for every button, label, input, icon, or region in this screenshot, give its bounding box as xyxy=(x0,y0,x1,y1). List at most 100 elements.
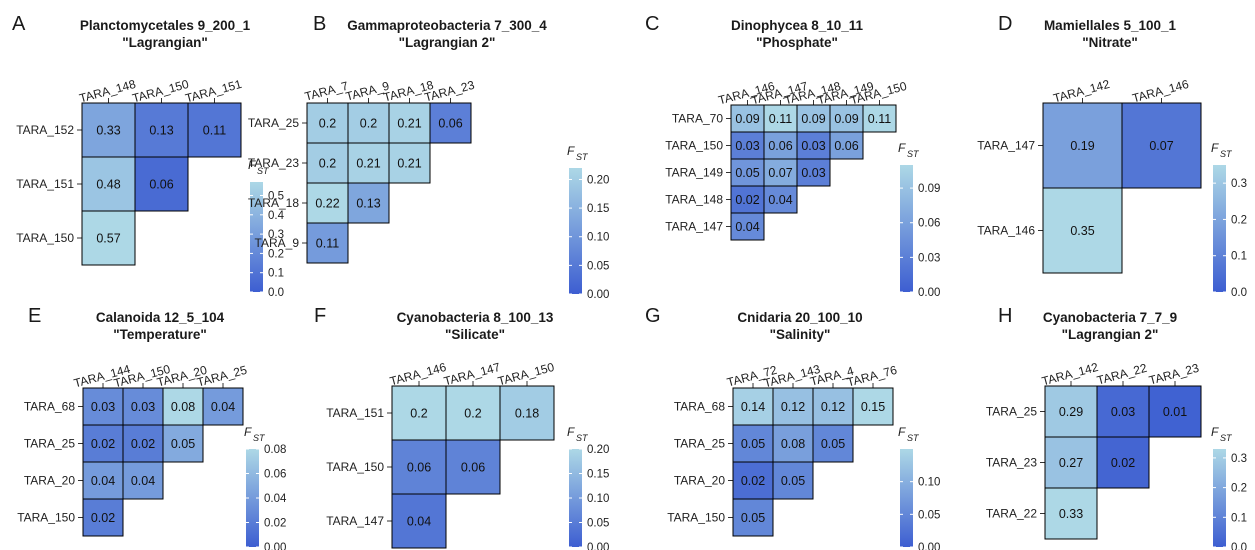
column-label: TARA_76 xyxy=(845,363,898,390)
row-label: TARA_148 xyxy=(665,193,723,207)
cell-value: 0.11 xyxy=(868,112,891,126)
cell-value: 0.05 xyxy=(781,474,805,488)
row-label: TARA_150 xyxy=(665,139,723,153)
cell-value: 0.09 xyxy=(834,112,858,126)
cell-value: 0.03 xyxy=(91,400,115,414)
heatmap-cell xyxy=(347,182,390,224)
legend-colorbar xyxy=(900,449,913,547)
row-label: TARA_150 xyxy=(667,511,725,525)
panel-title: Cyanobacteria 8_100_13 xyxy=(397,310,554,325)
legend-subscript: ST xyxy=(1220,433,1233,443)
row-label: TARA_23 xyxy=(986,456,1037,470)
panel-title: Calanoida 12_5_104 xyxy=(96,310,225,325)
cell-value: 0.2 xyxy=(410,407,427,421)
legend-label: 0.00 xyxy=(918,287,940,299)
row-label: TARA_152 xyxy=(16,123,74,137)
legend-label: 0.10 xyxy=(918,477,940,489)
heatmap-cell xyxy=(730,212,765,241)
cell-value: 0.15 xyxy=(861,400,885,414)
legend-label: 0.05 xyxy=(918,509,940,521)
cell-value: 0.2 xyxy=(319,117,336,131)
cell-value: 0.05 xyxy=(171,437,195,451)
legend-colorbar xyxy=(569,449,582,547)
heatmap-cell xyxy=(391,439,447,495)
column-label: TARA_147 xyxy=(442,360,502,389)
legend-label: 0.15 xyxy=(587,203,609,215)
cell-value: 0.03 xyxy=(801,166,825,180)
row-label: TARA_150 xyxy=(326,460,384,474)
cell-value: 0.04 xyxy=(211,400,235,414)
cell-value: 0.02 xyxy=(1111,456,1135,470)
cell-value: 0.05 xyxy=(735,166,759,180)
heatmap-cell xyxy=(862,104,897,133)
legend-label: 0.3 xyxy=(1231,453,1247,465)
cell-value: 0.11 xyxy=(769,112,792,126)
panel-subtitle: "Nitrate" xyxy=(1082,35,1138,50)
panel-title: Dinophycea 8_10_11 xyxy=(731,18,864,33)
legend-label: 0.06 xyxy=(264,469,286,481)
column-label: TARA_7 xyxy=(303,79,350,104)
legend-label: 0.20 xyxy=(587,174,609,186)
legend-colorbar xyxy=(1213,449,1226,547)
heatmap-cell xyxy=(763,185,798,214)
heatmap-cell xyxy=(162,387,204,426)
row-label: TARA_23 xyxy=(248,156,299,170)
legend-subscript: ST xyxy=(907,149,920,159)
heatmap-cell xyxy=(391,493,447,549)
legend-colorbar xyxy=(569,168,582,294)
cell-value: 0.05 xyxy=(821,437,845,451)
heatmap-cell xyxy=(1121,102,1202,189)
cell-value: 0.06 xyxy=(834,139,858,153)
legend-colorbar xyxy=(250,182,263,292)
heatmap-cell xyxy=(772,387,814,426)
legend-label: 0.20 xyxy=(587,444,609,456)
cell-value: 0.2 xyxy=(360,117,377,131)
cell-value: 0.03 xyxy=(1111,405,1135,419)
legend-subscript: ST xyxy=(1220,149,1233,159)
heatmap-cell xyxy=(187,102,242,158)
legend-subscript: ST xyxy=(576,152,589,162)
row-label: TARA_25 xyxy=(248,116,299,130)
cell-value: 0.04 xyxy=(735,220,759,234)
cell-value: 0.06 xyxy=(407,461,431,475)
heatmap-cell xyxy=(1096,436,1150,489)
cell-value: 0.2 xyxy=(319,157,336,171)
panel-title: Gammaproteobacteria 7_300_4 xyxy=(347,18,547,33)
cell-value: 0.02 xyxy=(741,474,765,488)
cell-value: 0.11 xyxy=(203,124,226,138)
cell-value: 0.21 xyxy=(397,157,421,171)
heatmap-cell xyxy=(82,461,124,500)
legend-subscript: ST xyxy=(253,433,266,443)
panel-letter: A xyxy=(12,13,26,35)
heatmap-cell xyxy=(763,158,798,187)
cell-value: 0.35 xyxy=(1070,224,1094,238)
heatmap-cell xyxy=(306,222,349,264)
legend-subscript: ST xyxy=(576,433,589,443)
panel-subtitle: "Lagrangian 2" xyxy=(399,35,496,50)
legend-label: 0.04 xyxy=(264,493,287,505)
legend-label: 0.00 xyxy=(587,542,609,550)
row-label: TARA_25 xyxy=(986,405,1037,419)
cell-value: 0.27 xyxy=(1059,456,1083,470)
cell-value: 0.11 xyxy=(316,237,339,251)
heatmap-cell xyxy=(772,461,814,500)
row-label: TARA_22 xyxy=(986,507,1037,521)
row-label: TARA_149 xyxy=(665,166,723,180)
row-label: TARA_146 xyxy=(977,224,1035,238)
cell-value: 0.08 xyxy=(171,400,195,414)
cell-value: 0.02 xyxy=(735,193,759,207)
legend-label: 0.2 xyxy=(1231,483,1247,495)
cell-value: 0.04 xyxy=(407,515,431,529)
legend-subscript: ST xyxy=(257,166,270,176)
heatmap-cell xyxy=(162,424,204,463)
row-label: TARA_20 xyxy=(24,474,75,488)
legend-title: F xyxy=(1211,141,1219,155)
legend-label: 0.05 xyxy=(587,518,609,530)
legend-label: 0.2 xyxy=(268,248,284,260)
legend-label: 0.10 xyxy=(587,232,609,244)
column-label: TARA_148 xyxy=(78,77,138,106)
heatmap-cell xyxy=(445,439,501,495)
panel-letter: C xyxy=(645,13,659,35)
heatmap-cell xyxy=(499,385,555,441)
column-label: TARA_150 xyxy=(131,77,191,106)
